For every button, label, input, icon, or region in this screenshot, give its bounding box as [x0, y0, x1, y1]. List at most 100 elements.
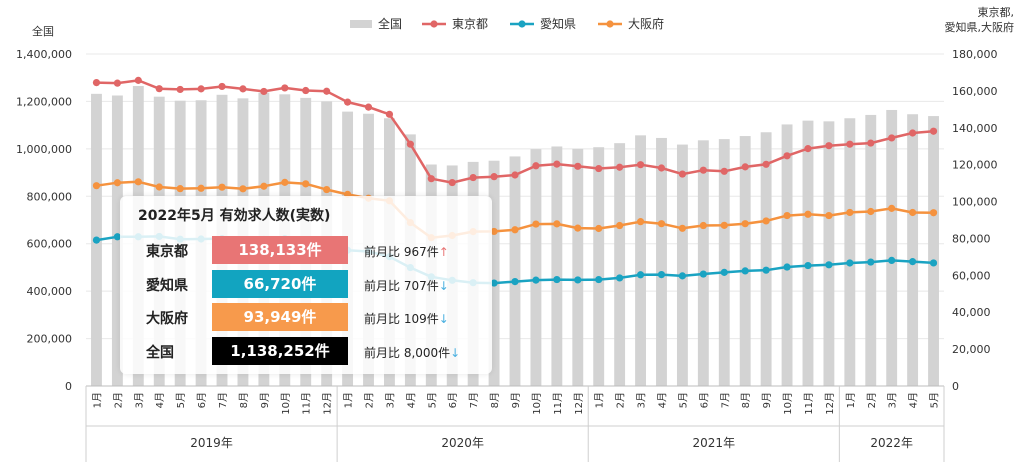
- data-point: [636, 271, 645, 279]
- month-label: 1月: [343, 392, 355, 408]
- data-point: [92, 78, 101, 87]
- data-point: [532, 162, 540, 170]
- right-tick-label: 120,000: [952, 159, 998, 172]
- info-row-aichi: 愛知県 66,720件 前月比 707件↓: [120, 270, 492, 298]
- bar: [844, 118, 856, 386]
- data-point: [553, 220, 561, 228]
- data-point: [532, 220, 540, 228]
- month-label: 1月: [91, 392, 103, 408]
- data-point: [113, 233, 121, 241]
- info-row-osaka: 大阪府 93,949件 前月比 109件↓: [120, 303, 492, 331]
- data-point: [720, 221, 728, 229]
- data-point: [699, 221, 707, 230]
- data-point: [176, 185, 184, 193]
- bar: [718, 139, 730, 386]
- month-label: 3月: [133, 392, 145, 408]
- month-label: 4月: [656, 392, 668, 408]
- legend-label: 全国: [378, 16, 402, 31]
- data-point: [909, 208, 917, 217]
- month-label: 6月: [698, 392, 710, 408]
- info-row-diff: 前月比 109件↓: [364, 310, 449, 327]
- left-tick-label: 800,000: [27, 190, 73, 203]
- arrow-icon: ↓: [438, 279, 449, 293]
- diff-text: 前月比 707件: [364, 279, 439, 293]
- bar: [676, 144, 688, 386]
- data-point: [427, 175, 435, 183]
- data-point: [155, 85, 163, 93]
- data-point: [281, 178, 289, 186]
- month-label: 2月: [364, 392, 376, 408]
- right-tick-label: 180,000: [952, 48, 998, 61]
- diff-text: 前月比 109件: [364, 312, 439, 326]
- data-point: [867, 258, 875, 266]
- right-axis-title: 愛知県,大阪府: [945, 20, 1015, 34]
- month-label: 2月: [615, 392, 627, 408]
- data-point: [448, 178, 456, 187]
- data-point: [846, 140, 854, 148]
- data-point: [343, 98, 352, 106]
- data-point: [867, 207, 875, 216]
- legend: 全国 東京都 愛知県 大阪府: [350, 16, 664, 31]
- year-label: 2020年: [441, 436, 484, 450]
- data-point: [92, 182, 101, 190]
- month-label: 6月: [447, 392, 459, 408]
- legend-marker: [430, 20, 438, 28]
- data-point: [783, 211, 791, 220]
- right-tick-label: 0: [952, 380, 959, 393]
- data-point: [113, 179, 121, 187]
- info-row-national: 全国 1,138,252件 前月比 8,000件↓: [120, 337, 492, 365]
- data-point: [574, 276, 582, 284]
- bar: [530, 149, 542, 386]
- arrow-icon: ↓: [438, 312, 449, 326]
- info-row-diff: 前月比 967件↑: [364, 243, 449, 260]
- right-tick-label: 40,000: [952, 306, 991, 319]
- right-tick-label: 100,000: [952, 196, 998, 209]
- right-tick-label: 60,000: [952, 269, 991, 282]
- data-point: [804, 145, 812, 153]
- info-row-diff: 前月比 8,000件↓: [364, 344, 460, 361]
- data-point: [678, 224, 687, 232]
- month-label: 2月: [112, 392, 124, 408]
- arrow-icon: ↑: [438, 245, 449, 259]
- month-label: 7月: [217, 392, 229, 408]
- month-label: 11月: [301, 392, 313, 415]
- info-row-value: 66,720件: [212, 270, 348, 298]
- bar: [509, 156, 521, 386]
- year-label: 2022年: [870, 436, 913, 450]
- data-point: [636, 218, 645, 226]
- month-label: 1月: [594, 392, 606, 408]
- left-tick-label: 400,000: [27, 285, 73, 298]
- data-point: [406, 140, 414, 148]
- data-point: [113, 79, 121, 87]
- bar: [614, 143, 626, 386]
- month-label: 5月: [175, 392, 187, 408]
- month-label: 9月: [761, 392, 773, 408]
- data-point: [323, 185, 331, 194]
- data-point: [323, 87, 331, 95]
- data-point: [197, 184, 205, 192]
- data-point: [762, 160, 770, 168]
- data-point: [636, 161, 645, 169]
- bar: [488, 160, 500, 386]
- left-axis-title: 全国: [32, 24, 54, 38]
- month-label: 3月: [636, 392, 648, 408]
- month-label: 9月: [510, 392, 522, 408]
- info-row-value: 93,949件: [212, 303, 348, 331]
- bar: [593, 147, 605, 386]
- info-row-diff: 前月比 707件↓: [364, 277, 449, 294]
- data-point: [302, 86, 310, 95]
- data-point: [574, 162, 582, 170]
- year-label: 2021年: [693, 436, 736, 450]
- data-point: [825, 261, 833, 269]
- data-point: [218, 183, 226, 191]
- info-row-value: 1,138,252件: [212, 337, 348, 365]
- data-point: [825, 211, 833, 220]
- month-label: 12月: [824, 392, 836, 415]
- data-point: [490, 279, 498, 287]
- data-point: [678, 170, 687, 178]
- data-point: [909, 258, 917, 266]
- data-point: [888, 256, 896, 264]
- data-point: [888, 134, 896, 142]
- data-point: [699, 166, 707, 174]
- data-point: [657, 220, 666, 228]
